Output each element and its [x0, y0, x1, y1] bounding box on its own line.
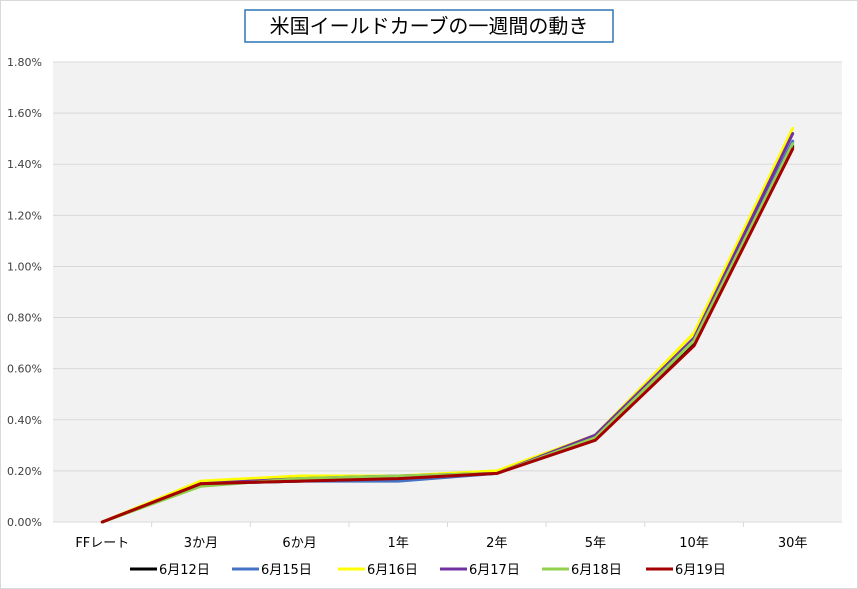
y-tick-label: 0.40%: [7, 414, 42, 427]
y-tick-label: 1.00%: [7, 260, 42, 273]
grid-layer: [53, 61, 842, 527]
x-category-label: 3か月: [184, 536, 218, 551]
chart-title-box: [244, 9, 614, 43]
legend: 6月12日 6月15日 6月16日 6月17日 6月18日 6月19日: [130, 563, 726, 578]
x-category-label: 2年: [486, 536, 507, 551]
legend-label: 6月18日: [571, 563, 622, 578]
y-tick-label: 1.20%: [7, 209, 42, 222]
y-axis-ticks: 0.00% 0.20% 0.40% 0.60% 0.80% 1.00% 1.20% 1.40%…: [7, 56, 42, 529]
legend-label: 6月16日: [367, 563, 418, 578]
plot-area: [53, 62, 842, 522]
legend-label: 6月17日: [469, 563, 520, 578]
x-axis-categories: FFレート 3か月 6か月 1年 2年 5年 10年 30年: [75, 536, 807, 551]
legend-label: 6月19日: [675, 563, 726, 578]
chart-title: 米国イールドカーブの一週間の動き: [244, 9, 614, 43]
x-category-label: FFレート: [75, 536, 129, 551]
legend-label: 6月12日: [159, 563, 210, 578]
x-category-label: 30年: [778, 536, 808, 551]
y-tick-label: 1.80%: [7, 56, 42, 69]
x-category-label: 5年: [585, 536, 606, 551]
y-tick-label: 0.00%: [7, 516, 42, 529]
y-tick-label: 1.40%: [7, 158, 42, 171]
legend-label: 6月15日: [261, 563, 312, 578]
chart-title-text: 米国イールドカーブの一週間の動き: [270, 14, 589, 38]
series-line-6: [100, 147, 795, 524]
series-layer: [100, 126, 795, 524]
y-tick-label: 1.60%: [7, 107, 42, 120]
y-tick-label: 0.20%: [7, 465, 42, 478]
y-tick-label: 0.80%: [7, 312, 42, 325]
y-tick-label: 0.60%: [7, 363, 42, 376]
x-category-label: 6か月: [282, 536, 316, 551]
x-category-label: 1年: [388, 536, 409, 551]
x-category-label: 10年: [679, 536, 709, 551]
